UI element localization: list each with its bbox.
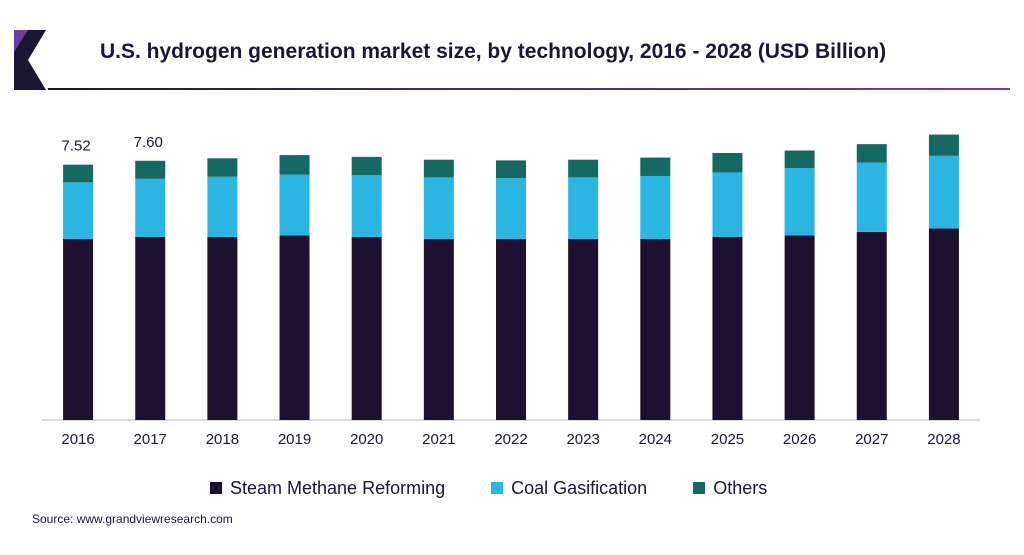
bar-steam-methane-reforming-2018 [207,236,238,420]
x-tick-label: 2027 [855,431,888,448]
bar-others-2025 [712,152,743,173]
chart-title: U.S. hydrogen generation market size, by… [100,40,887,63]
bar-coal-gasification-2026 [784,168,815,236]
bar-others-2022 [496,160,526,179]
x-tick-label: 2023 [566,431,599,448]
bar-steam-methane-reforming-2017 [135,236,166,420]
x-tick-label: 2016 [61,431,94,448]
logo-dark-shape [14,30,46,90]
bar-coal-gasification-2028 [928,155,959,229]
bar-coal-gasification-2025 [712,172,743,237]
brand-logo [14,30,46,90]
x-tick-label: 2020 [350,431,383,448]
bar-others-2028 [928,134,959,156]
chart-legend: Steam Methane Reforming Coal Gasificatio… [210,476,813,500]
bar-others-2026 [784,150,815,169]
title-divider [48,88,1010,90]
bar-steam-methane-reforming-2019 [279,235,310,420]
legend-swatch-steam [210,482,222,494]
legend-label-others: Others [713,477,768,498]
bar-coal-gasification-2019 [279,174,310,236]
bar-others-2027 [856,144,887,163]
legend-item-steam-methane-reforming: Steam Methane Reforming [210,478,445,499]
bar-steam-methane-reforming-2016 [63,238,94,420]
bar-coal-gasification-2020 [351,175,382,237]
bar-steam-methane-reforming-2022 [496,238,526,420]
bar-coal-gasification-2023 [568,177,599,239]
x-tick-label: 2018 [206,431,239,448]
bar-steam-methane-reforming-2024 [640,238,671,420]
bar-others-2019 [279,155,310,175]
x-tick-label: 2025 [711,431,744,448]
legend-swatch-others [693,482,706,494]
stacked-bar-chart: 2016 7.52 2017 7.60 2018 2019 2020 2021 2022 2023… [42,134,980,448]
bar-others-2021 [423,159,454,178]
bar-coal-gasification-2022 [496,178,526,239]
bar-others-2017 [135,160,166,179]
bar-others-2024 [640,157,671,176]
bar-steam-methane-reforming-2020 [351,236,382,420]
legend-item-others: Others [693,478,767,499]
bar-coal-gasification-2018 [207,176,238,237]
legend-item-coal-gasification: Coal Gasification [491,478,647,499]
x-tick-label: 2024 [639,431,672,448]
data-label-2017: 7.60 [134,134,163,151]
bar-coal-gasification-2021 [423,177,454,239]
bar-others-2020 [351,156,382,176]
logo-accent-shape [14,30,28,52]
bar-others-2018 [207,158,238,177]
bar-coal-gasification-2017 [135,178,166,237]
x-tick-label: 2019 [278,431,311,448]
x-tick-label: 2026 [783,431,816,448]
bar-steam-methane-reforming-2021 [423,238,454,420]
bar-steam-methane-reforming-2025 [712,236,743,420]
legend-label-coal: Coal Gasification [511,477,648,498]
x-tick-label: 2017 [134,431,167,448]
bar-coal-gasification-2024 [640,175,671,239]
legend-swatch-coal [491,482,504,494]
bar-steam-methane-reforming-2023 [568,238,599,420]
bar-steam-methane-reforming-2026 [784,235,815,420]
bar-coal-gasification-2027 [856,162,887,232]
bar-others-2023 [568,159,599,178]
bar-steam-methane-reforming-2028 [928,228,959,420]
x-tick-label: 2022 [494,431,527,448]
x-tick-label: 2028 [927,431,960,448]
data-label-2016: 7.52 [61,138,90,155]
legend-label-steam: Steam Methane Reforming [230,477,446,498]
bar-steam-methane-reforming-2027 [856,231,887,420]
bar-others-2016 [63,164,94,183]
x-tick-label: 2021 [422,431,455,448]
bar-coal-gasification-2016 [63,182,94,239]
source-note: Source: www.grandviewresearch.com [32,512,233,526]
